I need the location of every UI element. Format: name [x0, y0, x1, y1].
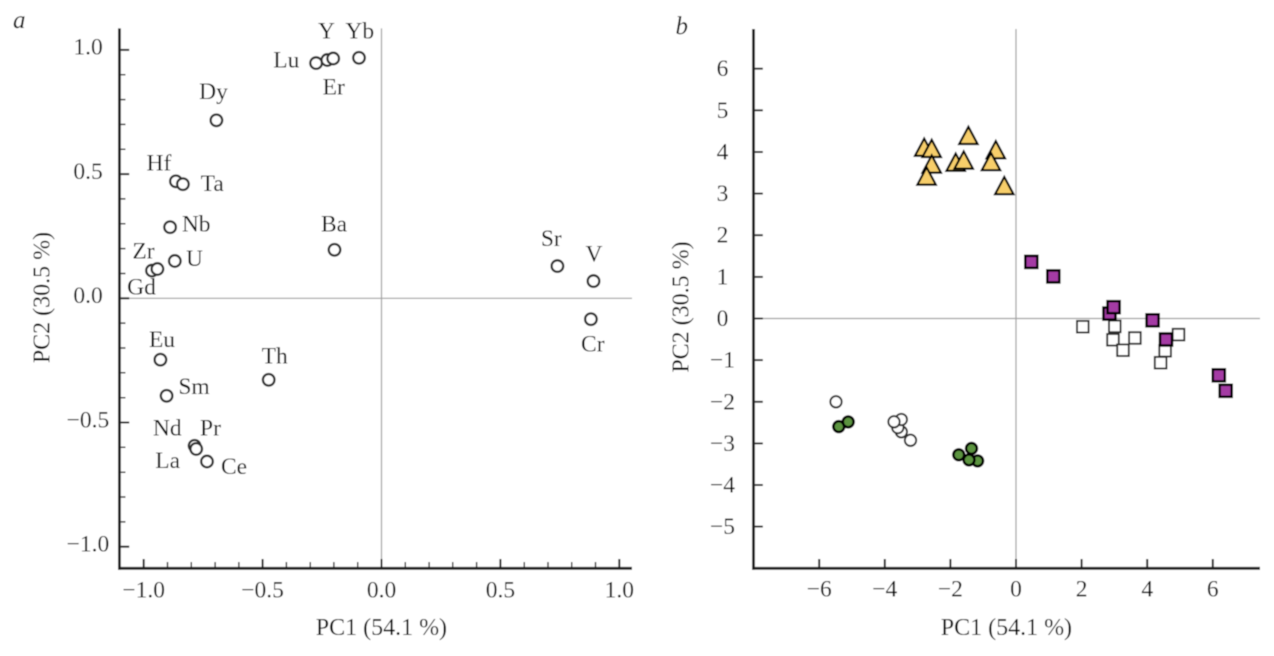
svg-text:PC2 (30.5 %): PC2 (30.5 %) — [669, 241, 695, 372]
svg-text:−0.5: −0.5 — [67, 407, 110, 433]
svg-text:Eu: Eu — [149, 327, 175, 353]
svg-text:Y: Y — [318, 18, 335, 44]
svg-text:Ta: Ta — [201, 171, 225, 197]
svg-text:−6: −6 — [807, 577, 832, 603]
svg-text:6: 6 — [717, 56, 729, 82]
svg-text:−1: −1 — [710, 348, 735, 374]
svg-text:Hf: Hf — [147, 150, 172, 176]
svg-text:3: 3 — [717, 181, 729, 207]
svg-text:−2: −2 — [710, 389, 735, 415]
svg-text:−2: −2 — [938, 577, 963, 603]
svg-text:4: 4 — [717, 140, 729, 166]
svg-text:Cr: Cr — [581, 331, 605, 357]
svg-text:Gd: Gd — [127, 274, 156, 300]
svg-text:−4: −4 — [710, 473, 735, 499]
svg-text:0.0: 0.0 — [367, 577, 396, 603]
svg-text:−5: −5 — [710, 514, 735, 540]
svg-text:Nb: Nb — [182, 211, 211, 237]
svg-text:2: 2 — [717, 223, 729, 249]
svg-text:0.5: 0.5 — [73, 159, 102, 185]
svg-text:Dy: Dy — [199, 79, 228, 105]
svg-text:PC1 (54.1 %): PC1 (54.1 %) — [316, 615, 447, 641]
svg-text:Pr: Pr — [200, 416, 221, 442]
svg-text:5: 5 — [717, 98, 729, 124]
svg-text:Lu: Lu — [273, 48, 299, 74]
svg-text:−3: −3 — [710, 431, 735, 457]
svg-text:0: 0 — [1010, 577, 1022, 603]
svg-text:U: U — [186, 246, 203, 272]
svg-text:Sm: Sm — [178, 374, 209, 400]
svg-text:1.0: 1.0 — [73, 35, 102, 61]
svg-text:Yb: Yb — [345, 18, 374, 44]
svg-text:La: La — [155, 448, 180, 474]
svg-text:0.5: 0.5 — [486, 577, 515, 603]
svg-text:−0.5: −0.5 — [241, 577, 284, 603]
svg-text:4: 4 — [1141, 577, 1153, 603]
svg-text:Zr: Zr — [132, 239, 154, 265]
svg-text:−1.0: −1.0 — [122, 577, 165, 603]
svg-text:PC2 (30.5 %): PC2 (30.5 %) — [29, 232, 55, 363]
svg-text:1.0: 1.0 — [605, 577, 634, 603]
svg-text:1: 1 — [717, 264, 729, 290]
svg-text:6: 6 — [1207, 577, 1219, 603]
svg-text:0: 0 — [717, 306, 729, 332]
svg-text:−1.0: −1.0 — [67, 532, 110, 558]
svg-text:Nd: Nd — [153, 416, 182, 442]
svg-text:Th: Th — [262, 344, 288, 370]
svg-text:0.0: 0.0 — [73, 283, 102, 309]
svg-text:Ce: Ce — [221, 454, 247, 480]
svg-text:2: 2 — [1076, 577, 1088, 603]
svg-text:PC1 (54.1 %): PC1 (54.1 %) — [941, 615, 1072, 641]
svg-text:−4: −4 — [872, 577, 897, 603]
svg-text:Sr: Sr — [541, 226, 562, 252]
svg-text:Ba: Ba — [321, 212, 348, 238]
svg-text:V: V — [586, 241, 603, 267]
svg-text:a: a — [13, 7, 26, 34]
svg-text:Er: Er — [323, 75, 345, 101]
svg-text:b: b — [676, 13, 689, 40]
